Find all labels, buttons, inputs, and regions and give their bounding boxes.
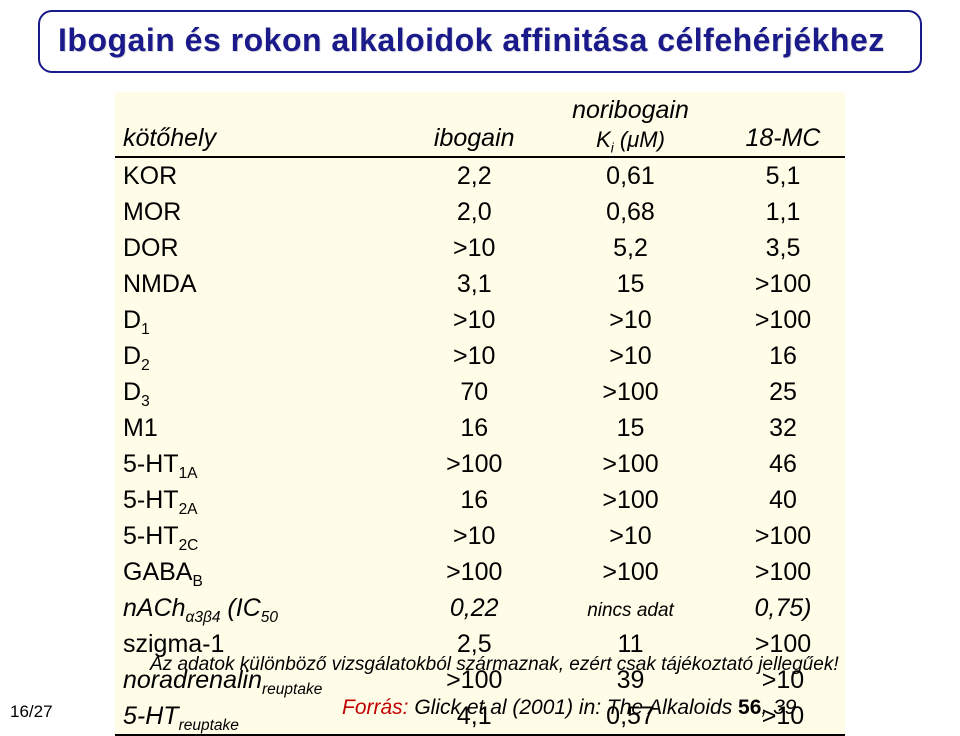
row-value-2: nincs adat <box>540 590 721 626</box>
header-18mc: 18-MC <box>721 92 845 157</box>
source-volume: 56 <box>738 696 761 719</box>
ki-suffix: (μM) <box>614 127 665 152</box>
table-row: DOR>105,23,5 <box>115 230 845 266</box>
row-value-1: >100 <box>408 446 540 482</box>
row-value-2: >100 <box>540 446 721 482</box>
row-label: KOR <box>115 157 408 194</box>
affinity-table-wrap: kötőhely ibogain noribogain 18-MC Ki (μM… <box>115 92 845 736</box>
table-row: 5-HT1A>100>10046 <box>115 446 845 482</box>
row-value-2: >100 <box>540 554 721 590</box>
row-label: 5-HT2C <box>115 518 408 554</box>
row-value-1: 70 <box>408 374 540 410</box>
row-label: D2 <box>115 338 408 374</box>
source-text: Glick et al (2001) in: The Alkaloids <box>409 696 739 719</box>
table-row: GABAB>100>100>100 <box>115 554 845 590</box>
row-value-2: 0,61 <box>540 157 721 194</box>
row-value-2: >10 <box>540 338 721 374</box>
table-row: M1161532 <box>115 410 845 446</box>
row-label: D3 <box>115 374 408 410</box>
row-value-3: 0,75) <box>721 590 845 626</box>
table-row: D2>10>1016 <box>115 338 845 374</box>
row-value-1: >10 <box>408 302 540 338</box>
row-value-1: >100 <box>408 554 540 590</box>
table-row: MOR2,00,681,1 <box>115 194 845 230</box>
row-value-2: >100 <box>540 374 721 410</box>
title-box: Ibogain és rokon alkaloidok affinitása c… <box>38 10 922 73</box>
table-row: NMDA3,115>100 <box>115 266 845 302</box>
row-value-1: 2,2 <box>408 157 540 194</box>
row-label: GABAB <box>115 554 408 590</box>
row-value-2: >10 <box>540 518 721 554</box>
row-value-3: 32 <box>721 410 845 446</box>
table-body: KOR2,20,615,1MOR2,00,681,1DOR>105,23,5NM… <box>115 157 845 735</box>
row-value-1: >10 <box>408 518 540 554</box>
row-value-3: >100 <box>721 554 845 590</box>
row-value-3: 40 <box>721 482 845 518</box>
table-row: KOR2,20,615,1 <box>115 157 845 194</box>
source-citation: Forrás: Glick et al (2001) in: The Alkal… <box>342 696 796 720</box>
row-value-1: 16 <box>408 410 540 446</box>
source-page: , 39 <box>761 696 796 719</box>
row-label: D1 <box>115 302 408 338</box>
header-ibogain: ibogain <box>408 92 540 157</box>
table-row: D370>10025 <box>115 374 845 410</box>
row-value-1: 2,0 <box>408 194 540 230</box>
row-value-3: >100 <box>721 518 845 554</box>
row-value-1: 16 <box>408 482 540 518</box>
row-value-1: >10 <box>408 338 540 374</box>
row-value-3: 5,1 <box>721 157 845 194</box>
row-value-3: 3,5 <box>721 230 845 266</box>
footnote-text: Az adatok különböző vizsgálatokból szárm… <box>150 654 839 676</box>
table-row: D1>10>10>100 <box>115 302 845 338</box>
row-label: 5-HT2A <box>115 482 408 518</box>
row-label: NMDA <box>115 266 408 302</box>
row-value-2: >100 <box>540 482 721 518</box>
source-label: Forrás: <box>342 696 409 719</box>
row-label: 5-HT1A <box>115 446 408 482</box>
row-value-3: 1,1 <box>721 194 845 230</box>
row-value-3: >100 <box>721 266 845 302</box>
header-ki-units: Ki (μM) <box>540 126 721 157</box>
header-binding-site: kötőhely <box>115 92 408 157</box>
row-value-1: 0,22 <box>408 590 540 626</box>
table-row: 5-HT2C>10>10>100 <box>115 518 845 554</box>
row-label: MOR <box>115 194 408 230</box>
row-value-3: 46 <box>721 446 845 482</box>
row-value-1: 3,1 <box>408 266 540 302</box>
header-noribogain: noribogain <box>540 92 721 126</box>
row-label: nAChα3β4 (IC50 <box>115 590 408 626</box>
row-value-2: 15 <box>540 266 721 302</box>
row-value-3: >100 <box>721 302 845 338</box>
row-label: DOR <box>115 230 408 266</box>
row-value-3: 16 <box>721 338 845 374</box>
row-value-2: 0,68 <box>540 194 721 230</box>
row-label: M1 <box>115 410 408 446</box>
affinity-table: kötőhely ibogain noribogain 18-MC Ki (μM… <box>115 92 845 736</box>
row-value-2: 15 <box>540 410 721 446</box>
row-value-2: 5,2 <box>540 230 721 266</box>
row-value-3: 25 <box>721 374 845 410</box>
row-value-1: >10 <box>408 230 540 266</box>
ki-K: K <box>596 127 611 152</box>
page-title: Ibogain és rokon alkaloidok affinitása c… <box>58 22 902 59</box>
page-number: 16/27 <box>10 702 53 722</box>
table-header: kötőhely ibogain noribogain 18-MC Ki (μM… <box>115 92 845 157</box>
row-value-2: >10 <box>540 302 721 338</box>
table-row: nAChα3β4 (IC500,22nincs adat0,75) <box>115 590 845 626</box>
table-row: 5-HT2A16>10040 <box>115 482 845 518</box>
